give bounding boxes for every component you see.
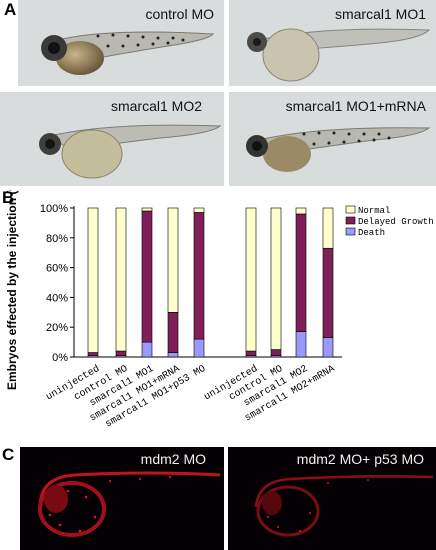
bar-segment-death <box>322 337 334 358</box>
bar-segment-delayed-growth <box>115 350 127 356</box>
embryo-illustration <box>39 124 222 179</box>
legend-label-death: Death <box>358 228 385 238</box>
embryo-illustration <box>246 127 431 172</box>
bar-segment-death <box>295 331 307 358</box>
fluorescence-image-mdm2-p53-mo: mdm2 MO+ p53 MO <box>228 447 436 550</box>
bar-segment-death <box>141 341 153 358</box>
fluorescent-embryo-illustration <box>38 471 221 537</box>
bar-segment-normal <box>87 207 99 353</box>
bar-segment-normal <box>193 207 205 213</box>
photo-caption: smarcal1 MO1+mRNA <box>285 98 426 114</box>
bar-segment-delayed-growth <box>193 212 205 340</box>
y-axis-label: Embryos effected by the injection (%) <box>5 190 19 390</box>
image-caption: mdm2 MO <box>140 451 206 467</box>
chart-ticks: 0% 20% 40% 60% 80% 100% <box>40 203 74 364</box>
bar-segment-normal <box>245 207 257 352</box>
photo-caption: smarcal1 MO2 <box>110 98 202 114</box>
legend-label-delayed-growth: Delayed Growth <box>358 217 434 227</box>
embryo-illustration <box>247 28 431 82</box>
fluorescence-image-mdm2-mo: mdm2 MO <box>20 447 224 550</box>
bar-segment-delayed-growth <box>141 210 153 343</box>
fluorescent-embryo-illustration <box>254 475 434 537</box>
panel-a-label: A <box>4 0 17 19</box>
y-tick-label: 100% <box>40 203 68 215</box>
embryo-photo-control-mo: control MO <box>18 0 224 86</box>
bar-segment-normal <box>115 207 127 352</box>
bar-segment-death <box>167 352 179 358</box>
legend-label-normal: Normal <box>358 206 390 216</box>
panel-c-label: C <box>2 445 15 464</box>
bar-segment-normal <box>295 207 307 215</box>
bar-segment-delayed-growth <box>87 352 99 356</box>
bar-segment-normal <box>270 207 282 350</box>
legend-swatch-death <box>345 227 356 236</box>
y-tick-label: 0% <box>52 352 68 364</box>
chart-bars <box>87 207 334 358</box>
bar-segment-delayed-growth <box>245 350 257 356</box>
y-tick-label: 40% <box>46 292 68 304</box>
y-tick-label: 20% <box>46 322 68 334</box>
panel-b-label: B <box>2 188 15 207</box>
bar-segment-normal <box>167 207 179 313</box>
embryo-photo-smarcal1-mo2: smarcal1 MO2 <box>0 92 224 186</box>
embryo-illustration <box>41 31 215 75</box>
image-caption: mdm2 MO+ p53 MO <box>296 451 424 467</box>
bar-segment-normal <box>322 207 334 249</box>
y-tick-label: 60% <box>46 263 68 275</box>
embryo-photo-smarcal1-mo1-mrna: smarcal1 MO1+mRNA <box>229 92 436 186</box>
bar-segment-normal <box>141 207 153 212</box>
photo-caption: control MO <box>145 6 214 22</box>
legend-swatch-delayed-growth <box>345 216 356 225</box>
bar-segment-delayed-growth <box>295 213 307 332</box>
embryo-photo-smarcal1-mo1: smarcal1 MO1 <box>229 0 436 86</box>
legend-swatch-normal <box>345 205 356 214</box>
bar-segment-delayed-growth <box>167 311 179 353</box>
bar-segment-delayed-growth <box>322 247 334 338</box>
bar-segment-death <box>193 338 205 358</box>
y-tick-label: 80% <box>46 233 68 245</box>
photo-caption: smarcal1 MO1 <box>334 6 426 22</box>
bar-segment-delayed-growth <box>270 349 282 356</box>
